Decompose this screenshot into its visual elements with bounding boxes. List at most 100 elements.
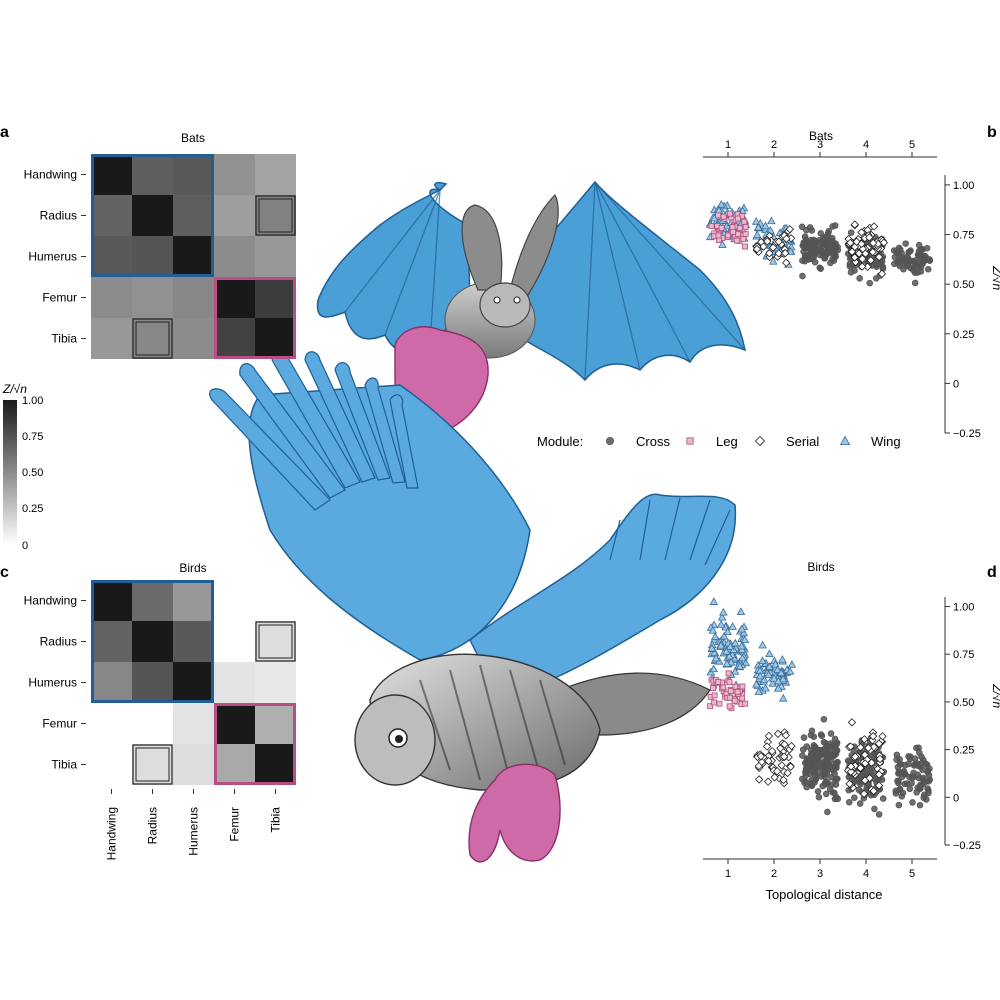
data-point — [768, 256, 778, 265]
data-point — [798, 775, 806, 783]
data-point — [923, 244, 931, 252]
data-point — [742, 700, 749, 707]
data-point — [899, 789, 907, 797]
panel-title-d: Birds — [807, 560, 834, 574]
data-point — [768, 678, 777, 687]
x-tick-label: 5 — [909, 139, 915, 151]
data-point — [710, 632, 720, 641]
data-point — [924, 767, 932, 775]
row-label: Humerus — [28, 676, 77, 690]
data-point — [820, 234, 828, 242]
data-point — [871, 805, 878, 813]
data-point — [856, 275, 863, 282]
data-point — [917, 783, 924, 791]
data-point — [808, 727, 816, 735]
data-point — [851, 257, 860, 267]
owl-tail — [558, 672, 711, 736]
data-point — [868, 732, 878, 741]
data-point — [728, 622, 737, 630]
data-point — [869, 222, 879, 231]
legend-label: Serial — [786, 434, 819, 449]
data-point — [874, 739, 884, 748]
data-point — [742, 224, 749, 230]
data-point — [752, 679, 761, 688]
heatmap-cell — [91, 580, 132, 621]
data-point — [910, 258, 918, 265]
data-point — [833, 793, 840, 801]
data-point — [865, 233, 874, 242]
heatmap-bats: Handwing Radius Humerus Femur Tibia — [24, 154, 296, 359]
data-point — [710, 648, 719, 657]
data-point — [878, 732, 887, 741]
y-tick-label: −0.25 — [953, 840, 981, 852]
data-point — [859, 789, 869, 799]
data-point — [764, 731, 774, 741]
data-point — [711, 653, 721, 662]
data-point — [914, 762, 922, 769]
x-axis-label: Topological distance — [765, 887, 882, 902]
data-point — [720, 684, 727, 691]
data-point — [785, 225, 794, 234]
data-point — [823, 742, 830, 749]
data-point — [725, 651, 734, 660]
data-point — [874, 781, 884, 790]
data-point — [829, 223, 836, 230]
data-point — [787, 660, 797, 668]
heatmap-cell — [214, 236, 255, 277]
serial-box-inner — [135, 321, 170, 356]
scatter-birds: 1.00 0.75 0.50 0.25 0 −0.25 Z/√n 1 2 3 4 5 Topologic… — [703, 597, 1000, 902]
data-point — [771, 659, 780, 668]
data-point — [798, 223, 806, 231]
data-point — [756, 752, 766, 761]
data-point — [715, 678, 722, 685]
data-point — [868, 247, 878, 257]
data-point — [737, 641, 746, 650]
data-point — [754, 222, 763, 231]
data-point — [832, 777, 839, 784]
data-point — [847, 229, 855, 236]
data-point — [808, 227, 816, 234]
row-label: Radius — [40, 635, 77, 649]
y-tick-label: 0 — [953, 378, 959, 390]
data-point — [809, 238, 816, 246]
data-point — [727, 210, 734, 217]
data-point — [772, 767, 782, 776]
data-point — [818, 773, 825, 780]
heatmap-cell — [255, 662, 296, 703]
heatmap-cell — [255, 277, 296, 318]
data-point — [715, 232, 722, 239]
data-point — [905, 753, 912, 760]
owl-left-wing — [209, 350, 531, 661]
data-point — [754, 687, 764, 696]
data-point — [739, 628, 749, 637]
data-point — [813, 764, 820, 771]
data-point — [856, 800, 864, 807]
data-point — [807, 760, 815, 768]
data-point — [719, 607, 728, 616]
data-point — [864, 743, 873, 753]
data-point — [716, 640, 726, 649]
data-point — [762, 742, 772, 751]
data-point — [874, 770, 884, 779]
data-point — [725, 232, 731, 239]
data-point — [858, 254, 867, 264]
data-point — [725, 670, 732, 677]
y-tick-label: 0.25 — [953, 745, 974, 757]
heatmap-cell — [214, 318, 255, 359]
data-point — [895, 251, 903, 259]
data-point — [708, 625, 718, 634]
data-point — [877, 269, 887, 279]
data-point — [846, 767, 856, 777]
data-point — [917, 264, 925, 271]
data-point — [878, 258, 886, 266]
data-point — [906, 785, 914, 793]
data-point — [895, 244, 903, 252]
data-point — [761, 221, 770, 230]
heatmap-cell — [255, 318, 296, 359]
data-point — [910, 769, 917, 777]
colorbar-tick: 1.00 — [22, 395, 43, 407]
data-point — [833, 759, 840, 766]
data-point — [904, 260, 912, 268]
data-point — [830, 251, 838, 259]
data-point — [765, 649, 774, 658]
